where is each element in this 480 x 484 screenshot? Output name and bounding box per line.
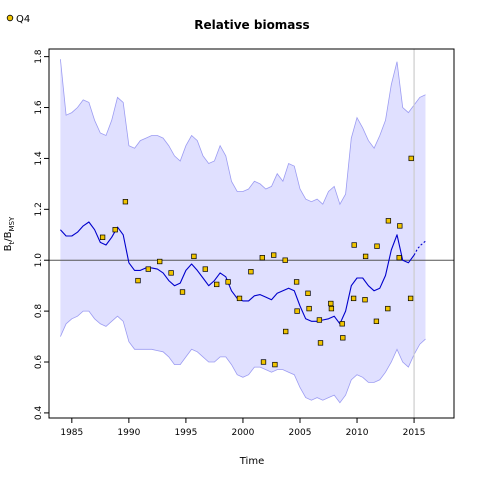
index-point bbox=[385, 218, 392, 224]
x-tick-label: 2015 bbox=[403, 428, 426, 438]
y-tick-label: 1.6 bbox=[34, 100, 44, 115]
index-point bbox=[351, 242, 357, 248]
index-point bbox=[259, 255, 265, 261]
index-point bbox=[112, 227, 118, 233]
index-point bbox=[362, 253, 369, 260]
legend-label: Q4 bbox=[16, 14, 30, 25]
index-point bbox=[282, 257, 288, 263]
plot-frame bbox=[48, 48, 455, 419]
y-tick-label: 1.4 bbox=[34, 151, 44, 166]
x-axis-label: Time bbox=[239, 456, 264, 467]
index-point bbox=[396, 255, 402, 261]
legend-marker bbox=[6, 14, 14, 22]
index-point bbox=[306, 305, 312, 312]
y-tick-label: 1.2 bbox=[34, 202, 44, 216]
legend: Q4 bbox=[6, 14, 30, 25]
index-points-layer bbox=[99, 155, 414, 368]
index-point bbox=[271, 252, 277, 258]
band-upper-edge bbox=[60, 59, 426, 206]
y-axis-label-sub: t bbox=[8, 241, 16, 244]
index-point bbox=[374, 243, 380, 249]
y-tick-label: 1.0 bbox=[34, 253, 44, 268]
index-point bbox=[145, 266, 151, 272]
index-point bbox=[225, 279, 231, 285]
y-axis: 0.4 0.6 0.8 1.0 1.2 1.4 1.6 1.8 bbox=[34, 49, 49, 420]
index-point bbox=[316, 317, 323, 323]
index-point bbox=[328, 305, 335, 312]
y-axis-label-sep: /B bbox=[3, 231, 14, 241]
index-point bbox=[385, 305, 391, 312]
forecast-line bbox=[413, 240, 426, 256]
index-point bbox=[373, 318, 380, 324]
index-point bbox=[407, 295, 414, 302]
y-tick-label: 0.6 bbox=[34, 355, 44, 370]
index-point bbox=[350, 295, 357, 302]
index-point bbox=[191, 253, 197, 260]
y-axis-label-sub2: MSY bbox=[8, 216, 16, 231]
index-point bbox=[283, 328, 289, 335]
index-point bbox=[135, 277, 141, 284]
index-point bbox=[339, 321, 345, 327]
x-tick-label: 1990 bbox=[117, 428, 140, 438]
index-point bbox=[99, 234, 106, 240]
index-point bbox=[202, 266, 208, 272]
index-point bbox=[260, 359, 267, 365]
x-axis: 1985 1990 1995 2000 2005 2010 2015 bbox=[60, 418, 426, 438]
y-axis-label-main: B bbox=[3, 244, 14, 251]
y-axis-label: Bt/BMSY bbox=[3, 216, 16, 251]
index-point bbox=[305, 290, 311, 296]
index-point bbox=[328, 300, 334, 307]
index-point bbox=[362, 297, 368, 303]
index-point bbox=[179, 289, 186, 295]
y-tick-label: 0.4 bbox=[34, 405, 44, 420]
y-tick-label: 0.8 bbox=[34, 304, 44, 319]
index-point bbox=[294, 308, 300, 314]
band-lower-edge bbox=[60, 310, 426, 404]
index-point bbox=[248, 269, 254, 275]
x-tick-label: 1995 bbox=[174, 428, 197, 438]
index-point bbox=[157, 258, 163, 265]
index-point bbox=[168, 270, 174, 276]
chart-title: Relative biomass bbox=[194, 18, 309, 32]
index-point bbox=[340, 335, 346, 341]
x-tick-label: 2010 bbox=[346, 428, 369, 438]
y-tick-label: 1.8 bbox=[34, 49, 44, 64]
index-point bbox=[317, 340, 324, 346]
index-point bbox=[408, 155, 414, 162]
x-tick-label: 1985 bbox=[60, 428, 83, 438]
index-point bbox=[397, 223, 403, 229]
reference-layer bbox=[49, 49, 454, 418]
index-point bbox=[122, 199, 129, 205]
x-tick-label: 2005 bbox=[289, 428, 312, 438]
index-point bbox=[214, 281, 220, 288]
index-point bbox=[272, 361, 278, 368]
index-point bbox=[236, 295, 243, 302]
index-point bbox=[293, 279, 300, 285]
x-tick-label: 2000 bbox=[231, 428, 254, 438]
